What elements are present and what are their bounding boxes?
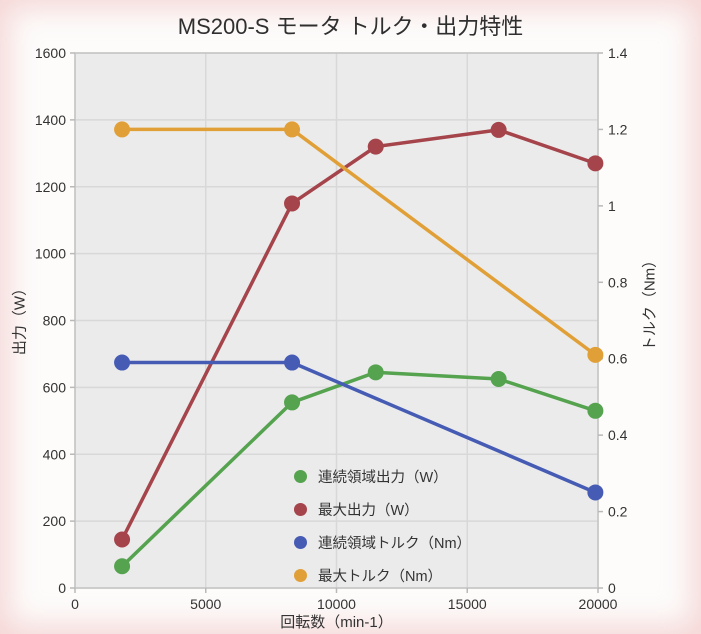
legend-swatch-icon [294, 503, 307, 516]
y-right-tick-label: 0.6 [608, 351, 628, 367]
x-tick-label: 5000 [190, 596, 221, 612]
chart-title: MS200-S モータ トルク・出力特性 [177, 14, 524, 39]
data-point [114, 531, 131, 548]
data-point [490, 371, 507, 388]
legend-item: 最大出力（W） [294, 493, 471, 526]
data-point [284, 354, 301, 371]
legend-label: 連続領域トルク（Nm） [318, 536, 472, 552]
y-left-tick-label: 800 [43, 313, 67, 329]
legend-item: 連続領域出力（W） [294, 460, 471, 493]
y-left-tick-label: 600 [43, 379, 67, 395]
data-point [587, 484, 604, 501]
y-left-tick-label: 400 [43, 446, 67, 462]
data-point [367, 138, 384, 155]
legend-item: 最大トルク（Nm） [294, 559, 471, 592]
y-left-tick-label: 1200 [35, 179, 66, 195]
legend-label: 連続領域出力（W） [318, 470, 448, 486]
y-right-tick-label: 0.4 [608, 427, 628, 443]
y-right-axis-label: トルク（Nm） [641, 252, 659, 352]
y-right-tick-label: 0.2 [608, 504, 628, 520]
data-point [587, 155, 604, 172]
y-right-tick-label: 0 [608, 580, 616, 596]
data-point [367, 364, 384, 381]
x-axis-label: 回転数（min-1） [280, 614, 393, 631]
y-left-tick-label: 0 [58, 580, 66, 596]
data-point [284, 394, 301, 411]
y-right-tick-label: 0.8 [608, 274, 628, 290]
x-tick-label: 10000 [317, 596, 356, 612]
data-point [114, 121, 131, 138]
y-left-tick-label: 1600 [35, 45, 66, 61]
data-point [114, 354, 131, 371]
y-right-tick-label: 1 [608, 198, 616, 214]
y-right-tick-label: 1.2 [608, 121, 628, 137]
x-tick-label: 20000 [579, 596, 618, 612]
legend-item: 連続領域トルク（Nm） [294, 526, 471, 559]
legend-label: 最大トルク（Nm） [318, 569, 443, 585]
data-point [114, 558, 131, 575]
data-point [284, 195, 301, 212]
data-point [284, 121, 301, 138]
data-point [587, 402, 604, 419]
y-left-axis-label: 出力（W） [11, 280, 29, 356]
y-left-tick-label: 1400 [35, 112, 66, 128]
y-left-tick-label: 200 [43, 513, 67, 529]
legend-swatch-icon [294, 569, 307, 582]
y-right-tick-label: 1.4 [608, 45, 628, 61]
x-tick-label: 0 [71, 596, 79, 612]
data-point [490, 121, 507, 138]
y-left-tick-label: 1000 [35, 246, 66, 262]
data-point [587, 346, 604, 363]
x-tick-label: 15000 [448, 596, 487, 612]
legend-label: 最大出力（W） [318, 503, 419, 519]
legend-swatch-icon [294, 470, 307, 483]
legend-swatch-icon [294, 536, 307, 549]
legend: 連続領域出力（W） 最大出力（W） 連続領域トルク（Nm） 最大トルク（Nm） [294, 460, 471, 592]
